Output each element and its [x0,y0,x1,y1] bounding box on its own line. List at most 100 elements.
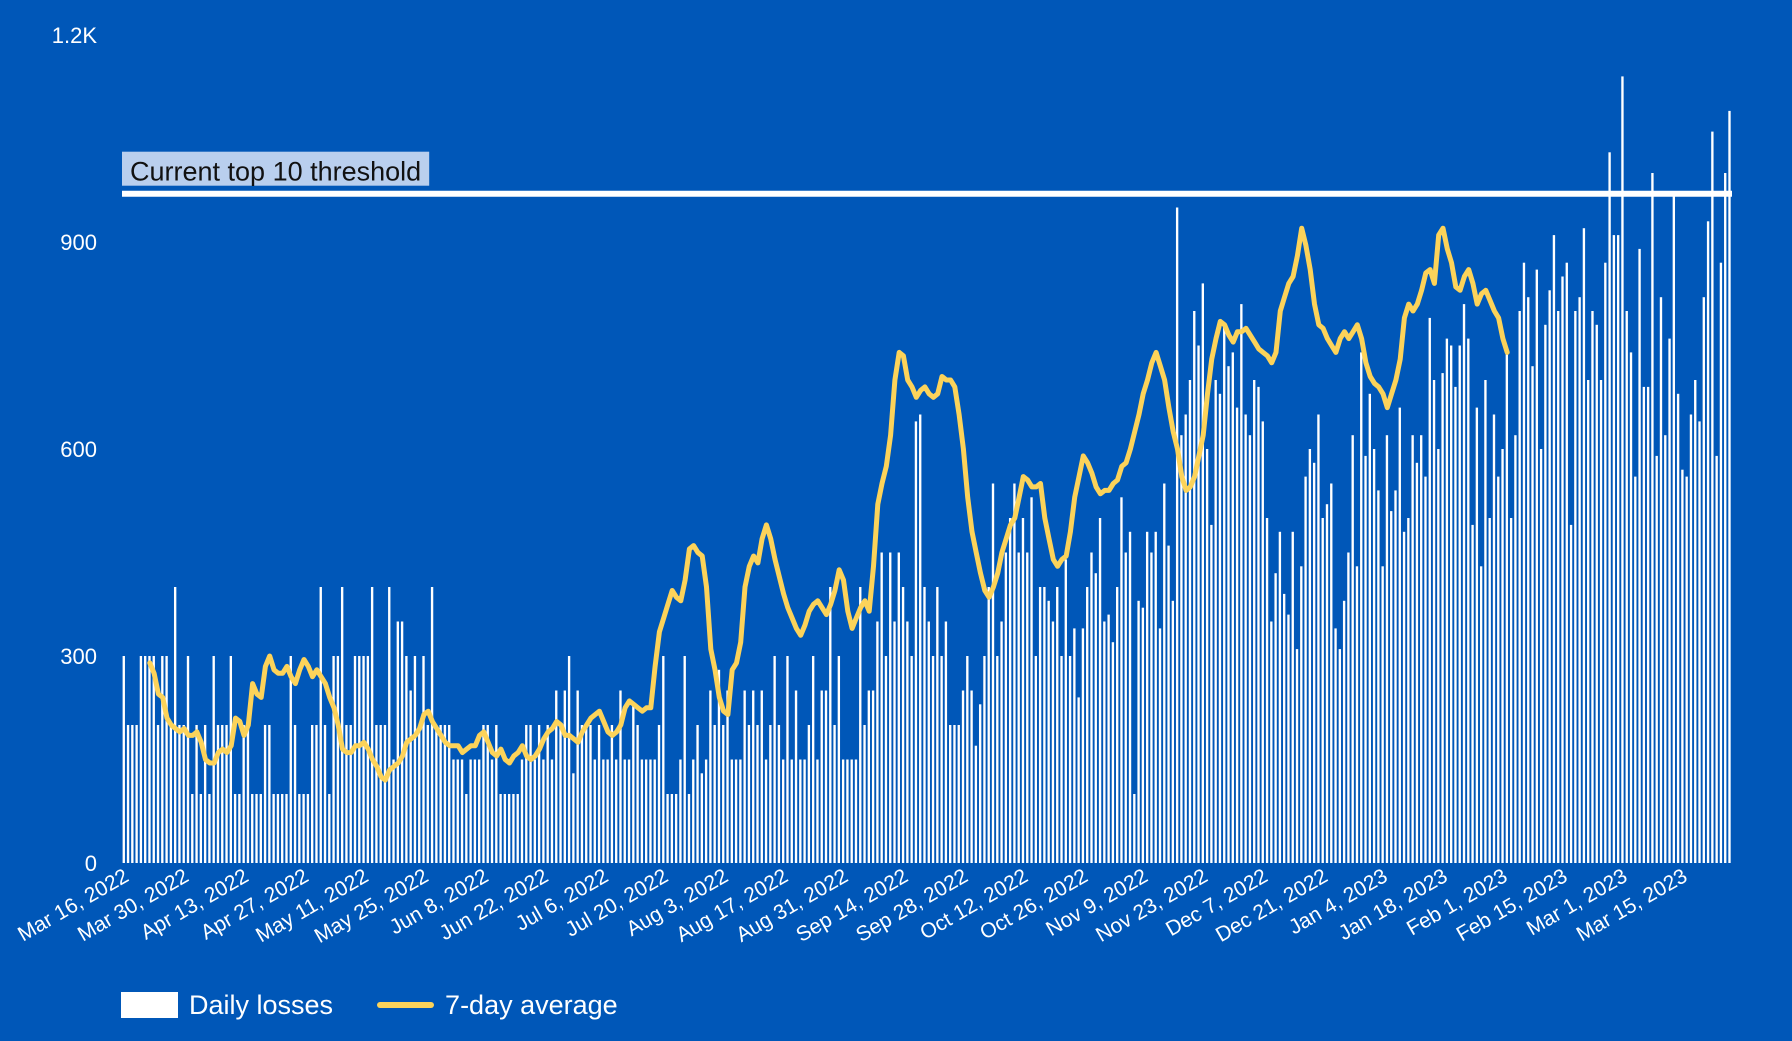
daily-loss-bar [1051,621,1055,863]
daily-loss-bar [195,725,198,863]
daily-loss-bar [867,690,871,863]
daily-loss-bar [957,725,960,863]
daily-loss-bar [1107,614,1110,863]
daily-loss-bar [1642,386,1646,863]
daily-loss-bar [1235,407,1239,863]
daily-loss-bar [1428,317,1431,863]
daily-loss-bar [400,621,404,863]
daily-loss-bar [978,704,982,863]
daily-loss-bar [829,587,832,863]
daily-loss-bar [1068,656,1072,863]
legend-swatch-line [377,1002,435,1008]
daily-loss-bar [610,725,614,863]
daily-loss-bar [854,759,858,863]
daily-loss-bar [1000,621,1003,863]
daily-loss-bar [1449,345,1453,863]
daily-loss-bar [503,794,507,863]
daily-loss-bar [512,794,515,863]
daily-loss-bar [1227,366,1230,863]
daily-loss-bar [144,656,147,863]
daily-loss-bar [966,656,969,863]
daily-loss-bar [1231,352,1234,863]
daily-loss-bar [1497,476,1500,863]
daily-loss-bar [448,725,451,863]
daily-loss-bar [846,759,849,863]
daily-loss-bar [1175,207,1179,863]
daily-loss-bar [987,587,990,863]
daily-loss-bar [1270,621,1273,863]
y-axis-ticks: 0 300 600 900 1.2K [52,23,98,876]
daily-loss-bar [542,759,545,863]
daily-loss-bar [392,759,395,863]
daily-loss-bar [311,725,314,863]
daily-loss-bar [178,725,181,863]
daily-loss-bar [1411,435,1414,863]
daily-loss-bar [1197,345,1200,863]
daily-loss-bar [1702,297,1705,863]
daily-loss-bar [730,759,733,863]
seven-day-average-line [147,225,1510,783]
daily-loss-bar [816,759,819,863]
daily-loss-bar [298,794,301,863]
daily-loss-bar [769,725,772,863]
daily-loss-bar [319,587,322,863]
daily-loss-bar [1334,628,1337,863]
daily-loss-bar [1342,600,1346,863]
daily-loss-bar [863,725,866,863]
daily-loss-bar [1604,262,1607,863]
daily-loss-bar [837,656,841,863]
daily-loss-bar [1681,469,1684,863]
daily-loss-bar [859,587,862,863]
daily-loss-bar [1154,531,1157,863]
daily-loss-bar [1424,476,1427,863]
daily-loss-bar [1240,304,1243,864]
daily-loss-bar [340,587,344,863]
daily-loss-bar [949,725,952,863]
daily-loss-bar [1103,621,1106,863]
daily-loss-bar [1004,552,1008,863]
daily-loss-bar [1509,518,1513,863]
daily-loss-bar [1368,393,1371,863]
daily-loss-bar [191,794,194,863]
daily-loss-bar [833,725,836,863]
daily-loss-bar [893,621,896,863]
daily-loss-bar [927,621,930,863]
daily-loss-bar [713,725,716,863]
daily-loss-bar [366,656,370,863]
daily-loss-bar [469,759,472,863]
daily-loss-bar [263,725,267,863]
daily-loss-bar [640,759,644,863]
daily-loss-bar [632,704,635,863]
daily-loss-bar [199,794,203,863]
daily-loss-bar [1034,656,1038,863]
daily-loss-bar [1274,573,1277,863]
daily-loss-bar [773,656,776,863]
daily-loss-bar [760,690,763,863]
daily-loss-bar [221,725,224,863]
daily-loss-bar [499,794,502,863]
daily-loss-bar [884,656,888,863]
legend-label-7-day-average: 7-day average [445,989,618,1020]
legend-swatch-bars [121,992,178,1018]
daily-loss-bar [1475,407,1479,863]
daily-loss-bar [289,656,292,863]
daily-loss-bar [747,725,751,863]
daily-loss-bar [1625,311,1628,863]
daily-loss-bar [422,656,425,863]
daily-loss-bar [1535,269,1538,864]
daily-loss-bar [1698,421,1701,863]
daily-loss-bar [139,656,143,863]
daily-loss-bar [619,690,622,863]
daily-loss-bar [683,656,686,863]
daily-loss-bar [1415,462,1419,863]
daily-loss-bar [1445,338,1449,864]
daily-loss-bar [841,759,845,863]
daily-loss-bar [418,725,421,863]
daily-loss-bar [1544,324,1547,863]
daily-loss-bar [1064,559,1067,863]
daily-loss-bar [1390,511,1393,863]
daily-loss-bar [696,725,699,863]
